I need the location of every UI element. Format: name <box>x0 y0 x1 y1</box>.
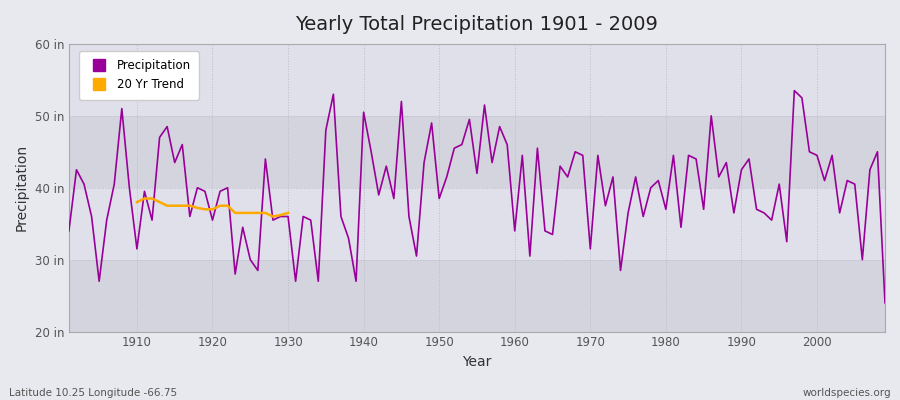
Title: Yearly Total Precipitation 1901 - 2009: Yearly Total Precipitation 1901 - 2009 <box>295 15 659 34</box>
Bar <box>69 188 885 260</box>
Text: worldspecies.org: worldspecies.org <box>803 388 891 398</box>
Bar <box>69 260 885 332</box>
Text: Latitude 10.25 Longitude -66.75: Latitude 10.25 Longitude -66.75 <box>9 388 177 398</box>
Legend: Precipitation, 20 Yr Trend: Precipitation, 20 Yr Trend <box>79 51 199 100</box>
Bar <box>69 44 885 116</box>
X-axis label: Year: Year <box>463 355 491 369</box>
Bar <box>69 116 885 188</box>
Y-axis label: Precipitation: Precipitation <box>15 144 29 231</box>
